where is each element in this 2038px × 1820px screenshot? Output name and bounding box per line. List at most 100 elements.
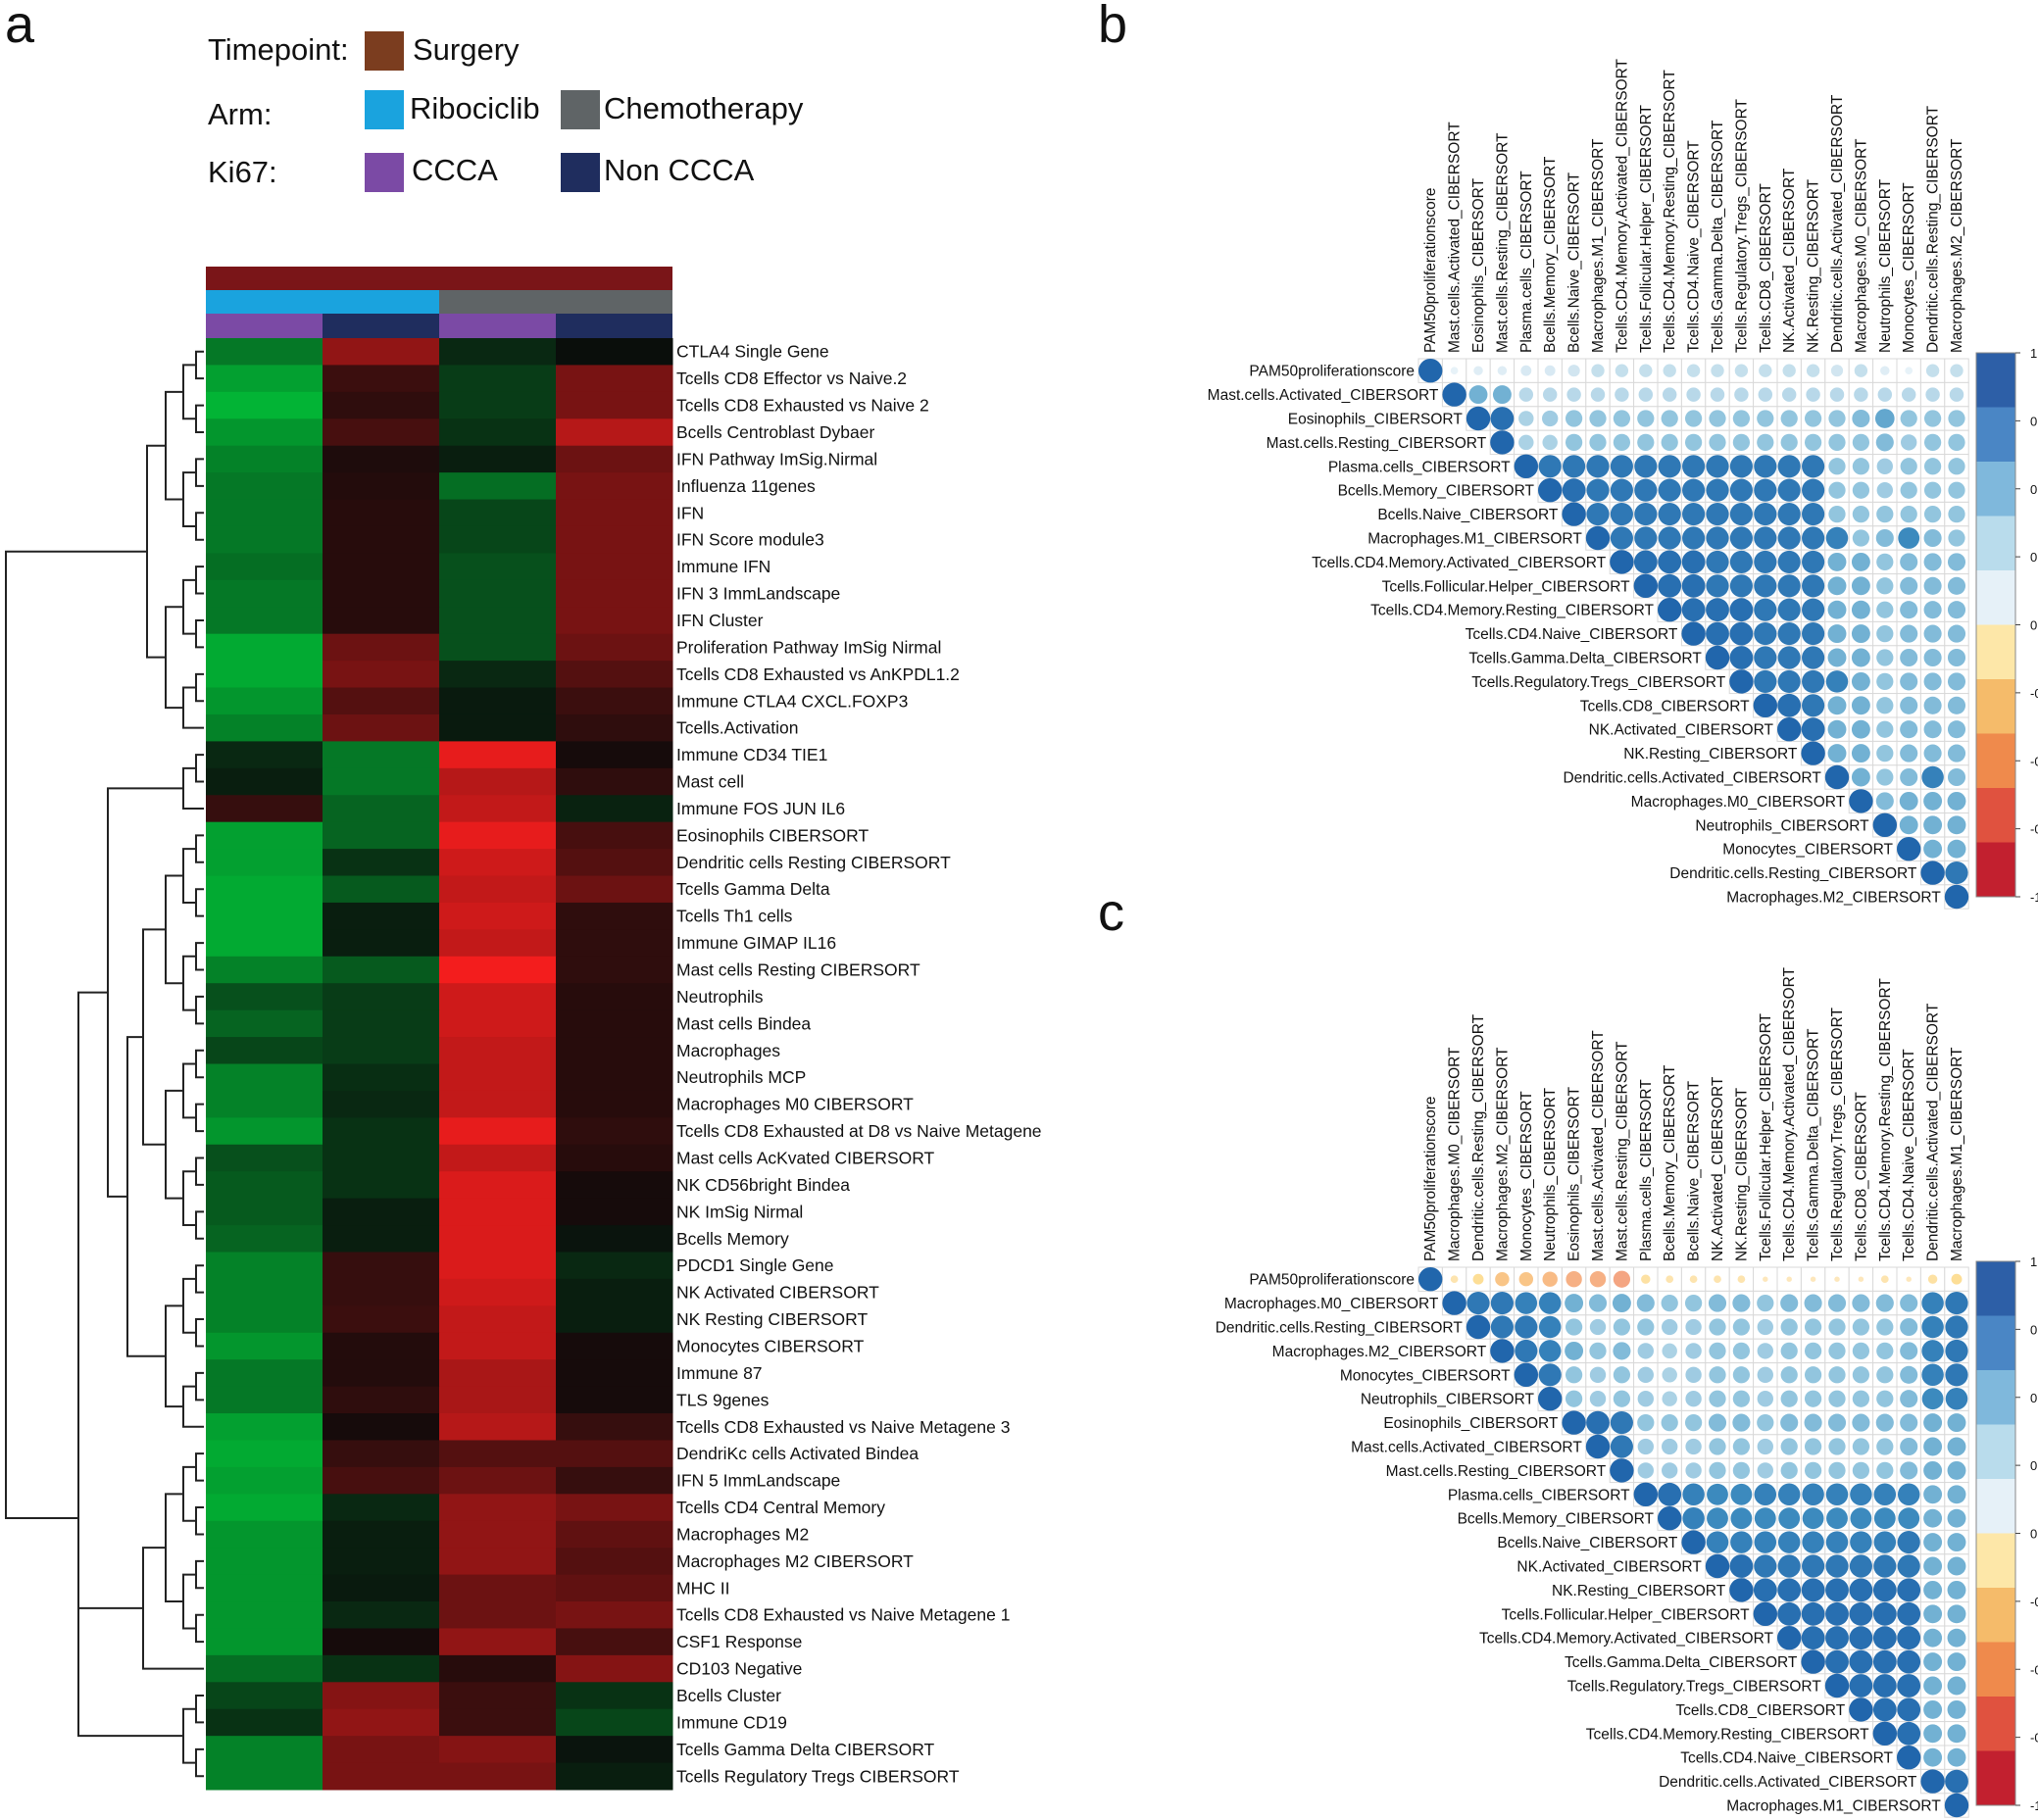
- dendrogram-link: [195, 888, 204, 917]
- corr-circle: [1754, 1483, 1777, 1506]
- dendrogram-link: [182, 1707, 196, 1764]
- corr-circle: [1729, 621, 1754, 646]
- heatmap-cell: [439, 365, 557, 393]
- heatmap-cell: [206, 767, 323, 796]
- corr-column-label: Eosinophils_CIBERSORT: [1566, 1086, 1583, 1261]
- corr-circle: [1729, 503, 1753, 526]
- corr-circle: [1947, 672, 1966, 691]
- corr-circle: [1876, 553, 1894, 571]
- heatmap-cell: [206, 1601, 323, 1629]
- heatmap-row-label: Tcells Gamma Delta: [676, 879, 830, 899]
- corr-circle: [1777, 669, 1801, 693]
- corr-circle: [1828, 458, 1846, 475]
- corr-circle: [1947, 648, 1966, 667]
- corr-column-label: Tcells.Follicular.Helper_CIBERSORT: [1758, 1013, 1774, 1261]
- heatmap-cell: [206, 956, 323, 984]
- heatmap-cell: [556, 1654, 673, 1683]
- corr-circle: [1658, 455, 1681, 478]
- corr-row-label: Macrophages.M0_CIBERSORT: [1631, 794, 1846, 811]
- corr-circle: [1802, 1507, 1824, 1530]
- corr-circle: [1876, 697, 1894, 714]
- corr-circle: [1661, 433, 1678, 452]
- corr-circle: [1876, 1461, 1894, 1480]
- heatmap-cell: [206, 1252, 323, 1280]
- legend-title-timepoint: Timepoint:: [208, 32, 349, 67]
- corr-circle: [1897, 1626, 1921, 1650]
- corr-circle: [1947, 1413, 1966, 1433]
- corr-circle: [1585, 525, 1611, 551]
- corr-row-label: Tcells.CD4.Memory.Activated_CIBERSORT: [1479, 1631, 1774, 1648]
- corr-circle: [1709, 1366, 1726, 1384]
- corr-circle: [1538, 1387, 1563, 1411]
- corr-circle: [1638, 387, 1654, 402]
- heatmap-cell: [556, 875, 673, 904]
- corr-circle: [1585, 1434, 1611, 1459]
- corr-circle: [1685, 1343, 1702, 1359]
- heatmap-cell: [206, 1520, 323, 1549]
- corr-circle: [1732, 1438, 1751, 1455]
- corr-circle: [1418, 359, 1443, 383]
- heatmap-row-label: Bcells Centroblast Dybaer: [676, 422, 874, 442]
- corr-circle: [1854, 387, 1868, 402]
- corr-circle: [1802, 622, 1825, 646]
- heatmap-cell: [206, 1413, 323, 1441]
- heatmap-cell: [206, 338, 323, 366]
- corr-circle: [1947, 696, 1966, 714]
- corr-row-label: Neutrophils_CIBERSORT: [1361, 1392, 1535, 1408]
- corr-circle: [1658, 526, 1681, 550]
- dendrogram-link: [195, 1264, 204, 1294]
- heatmap-cell: [323, 1117, 440, 1146]
- corr-circle: [1658, 503, 1681, 526]
- corr-circle: [1852, 1318, 1870, 1336]
- corr-circle: [1714, 1275, 1721, 1284]
- corr-circle: [1802, 1483, 1824, 1506]
- dendrogram-link: [142, 1547, 204, 1670]
- colorbar-band: [1976, 1642, 2015, 1697]
- heatmap-cell: [206, 553, 323, 581]
- heatmap-cell: [323, 661, 440, 689]
- corr-row-label: Eosinophils_CIBERSORT: [1383, 1415, 1559, 1432]
- corr-circle: [1777, 622, 1801, 646]
- corr-circle: [1899, 791, 1918, 811]
- heatmap-cell: [206, 713, 323, 742]
- corr-circle: [1921, 1388, 1944, 1410]
- corr-column-label: Dendritic.cells.Activated_CIBERSORT: [1829, 94, 1846, 353]
- colorbar-band: [1976, 407, 2015, 463]
- corr-circle: [1613, 1270, 1631, 1288]
- corr-circle: [1923, 1556, 1943, 1576]
- corr-circle: [1777, 478, 1801, 502]
- heatmap-cell: [439, 1359, 557, 1388]
- corr-circle: [1732, 1366, 1751, 1384]
- dendrogram-link: [5, 550, 147, 1519]
- heatmap-row-label: IFN: [676, 503, 704, 522]
- corr-circle: [1849, 1697, 1873, 1722]
- corr-circle: [1827, 600, 1847, 619]
- legend-label-ribociclib: Ribociclib: [410, 91, 540, 125]
- corr-circle: [1518, 1271, 1534, 1287]
- corr-circle: [1947, 1508, 1966, 1528]
- heatmap-cell: [323, 929, 440, 958]
- heatmap-row-label: IFN Cluster: [676, 611, 764, 630]
- heatmap-cell: [556, 499, 673, 527]
- corr-circle: [1757, 1343, 1773, 1359]
- corr-circle: [1948, 505, 1965, 523]
- corr-circle: [1950, 364, 1963, 377]
- corr-circle: [1854, 364, 1868, 377]
- corr-circle: [1802, 1554, 1825, 1578]
- corr-circle: [1827, 1294, 1847, 1312]
- corr-circle: [1947, 1699, 1966, 1719]
- corr-row-label: Tcells.Follicular.Helper_CIBERSORT: [1382, 578, 1630, 595]
- corr-row-label: Tcells.Gamma.Delta_CIBERSORT: [1468, 651, 1702, 667]
- heatmap-cell: [206, 875, 323, 904]
- heatmap-row-label: Immune CD19: [676, 1712, 787, 1732]
- corr-circle: [1872, 1578, 1897, 1602]
- corr-circle: [1802, 669, 1825, 693]
- corr-row-label: Macrophages.M1_CIBERSORT: [1726, 1798, 1941, 1815]
- heatmap-cell: [439, 1466, 557, 1495]
- corr-circle: [1729, 1578, 1754, 1602]
- heatmap-cell: [439, 525, 557, 554]
- corr-circle: [1490, 1315, 1514, 1339]
- corr-circle: [1877, 387, 1893, 402]
- corr-circle: [1897, 1674, 1921, 1697]
- corr-circle: [1872, 1601, 1897, 1626]
